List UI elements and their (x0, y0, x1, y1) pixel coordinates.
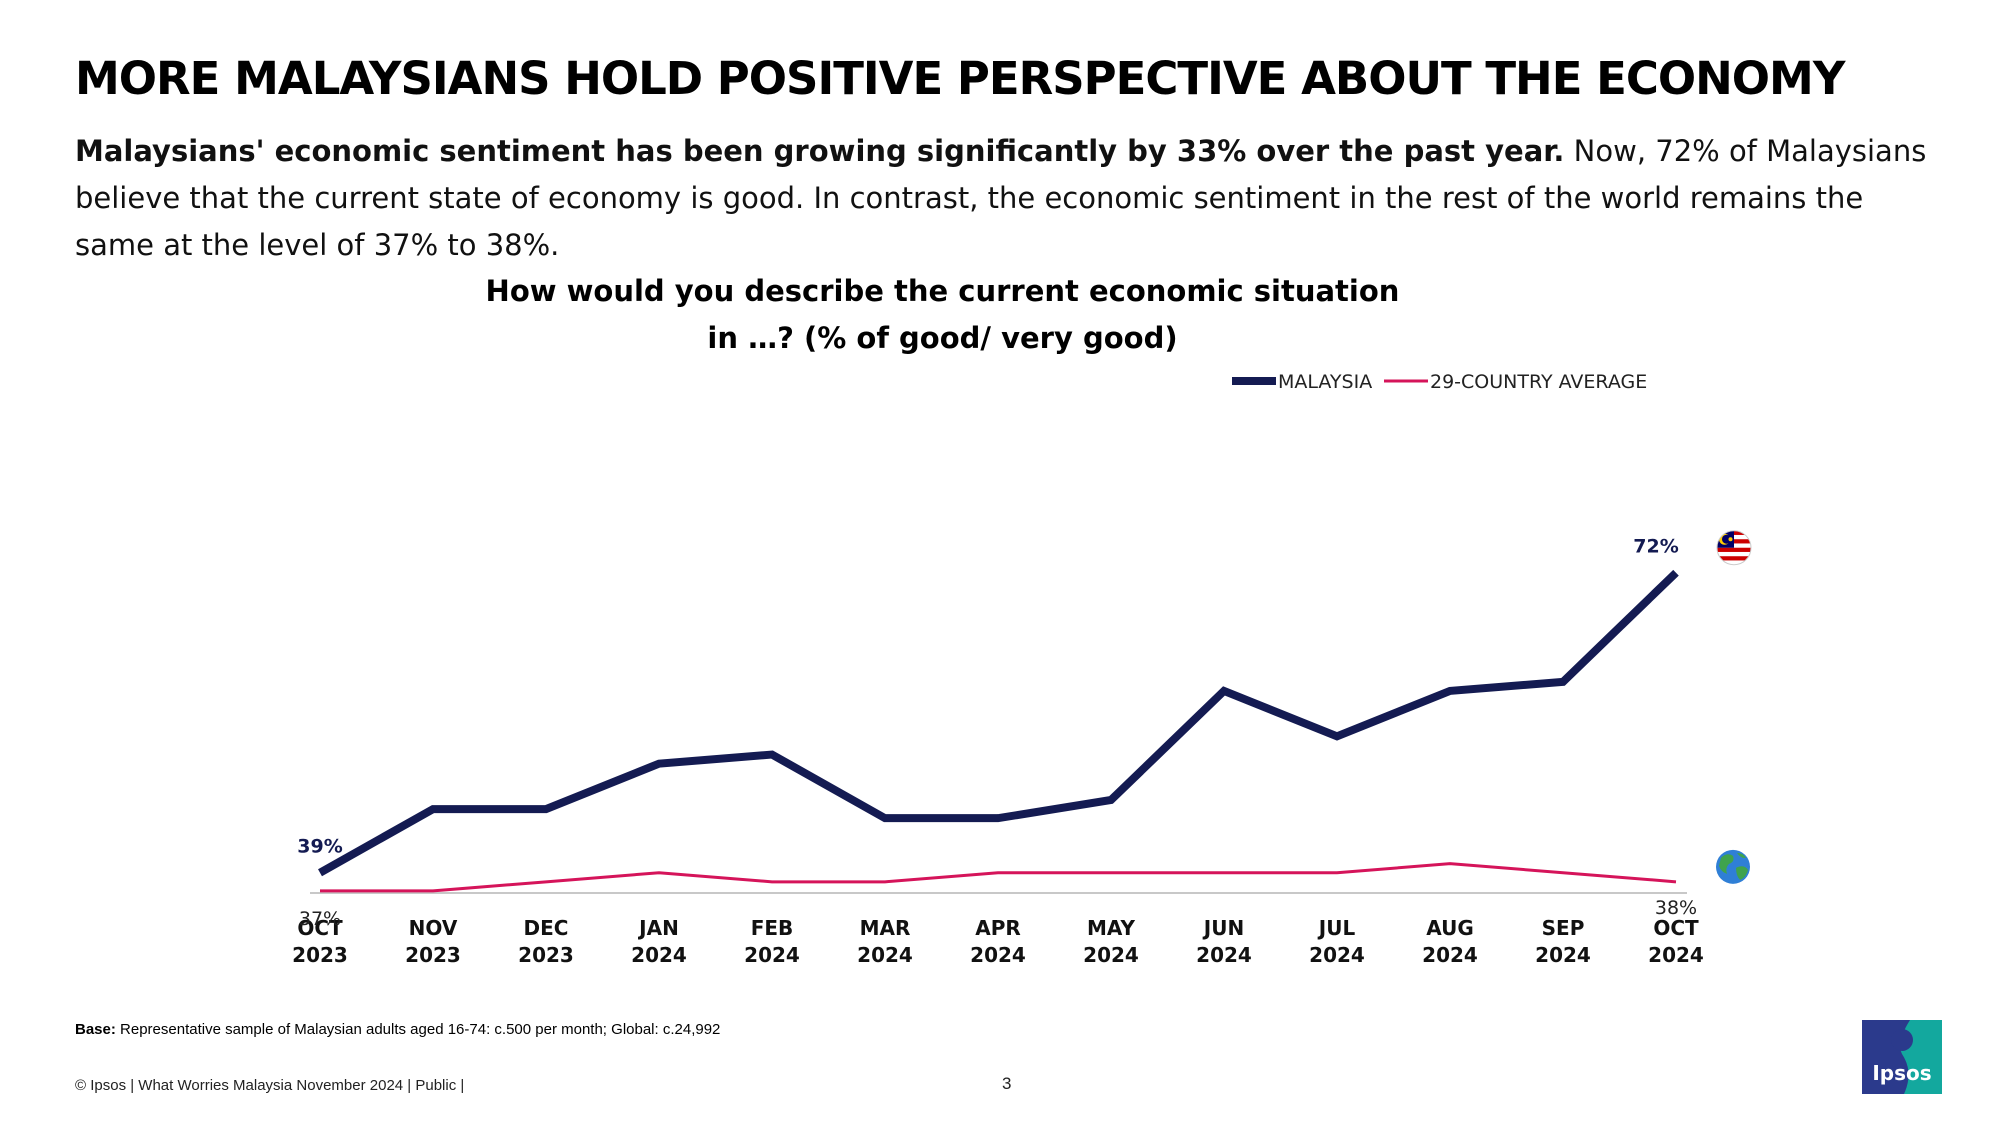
series-line-malaysia (318, 569, 1679, 877)
x-tick-label: JUN 2024 (1196, 916, 1252, 967)
logo-text: Ipsos (1872, 1061, 1931, 1085)
x-tick-label: AUG 2024 (1422, 916, 1478, 967)
x-tick-label: DEC 2023 (518, 916, 574, 967)
x-tick-label: JUL 2024 (1309, 916, 1365, 967)
x-tick-label: OCT 2023 (292, 916, 348, 967)
intro-paragraph: Malaysians' economic sentiment has been … (75, 128, 1935, 269)
legend-item: 29-COUNTRY AVERAGE (1384, 371, 1647, 393)
x-tick-label: OCT 2024 (1648, 916, 1704, 967)
legend-label: 29-COUNTRY AVERAGE (1430, 371, 1647, 393)
x-tick-label: MAR 2024 (857, 916, 913, 967)
x-tick-label: MAY 2024 (1083, 916, 1139, 967)
data-label: 37% (299, 908, 341, 930)
x-axis-ticks: OCT 2023 NOV 2023 DEC 2023 JAN 2024 FEB 2024 MAR 20… (292, 916, 1704, 967)
page-number: 3 (1002, 1074, 1012, 1093)
ipsos-logo: Ipsos (1862, 1020, 1942, 1094)
intro-bold-text: Malaysians' economic sentiment has been … (75, 134, 1565, 168)
x-tick-label: FEB 2024 (744, 916, 800, 967)
data-label: 72% (1633, 536, 1678, 558)
chart-legend: MALAYSIA 29-COUNTRY AVERAGE (1232, 371, 1647, 393)
data-labels: 39% 72% 37% 38% (297, 536, 1697, 930)
x-tick-label: SEP 2024 (1535, 916, 1591, 967)
x-tick-label: APR 2024 (970, 916, 1026, 967)
chart-title-line-2: in …? (% of good/ very good) (707, 321, 1178, 355)
data-label: 39% (297, 836, 342, 858)
x-tick-label: NOV 2023 (405, 916, 461, 967)
slide-title: MORE MALAYSIANS HOLD POSITIVE PERSPECTIV… (75, 52, 1845, 105)
footer-text: © Ipsos | What Worries Malaysia November… (75, 1077, 465, 1094)
base-label: Base: (75, 1021, 116, 1038)
globe-icon (1716, 849, 1750, 884)
intro-text: Now, 72% of Malaysians believe that the … (75, 134, 1927, 262)
data-label: 38% (1655, 897, 1697, 919)
chart-title: How would you describe the current econo… (450, 268, 1435, 362)
x-tick-label: JAN 2024 (631, 916, 687, 967)
series-icons (1716, 530, 1752, 884)
legend-label: MALAYSIA (1278, 371, 1372, 393)
chart-title-line-1: How would you describe the current econo… (485, 274, 1400, 308)
base-note: Base: Representative sample of Malaysian… (75, 1021, 720, 1038)
series-layer (318, 569, 1679, 893)
series-line-29-country-average (320, 862, 1677, 893)
base-text: Representative sample of Malaysian adult… (115, 1021, 721, 1038)
legend-item: MALAYSIA (1232, 371, 1372, 393)
line-chart: MALAYSIA 29-COUNTRY AVERAGE OCT 2023 NOV 202… (292, 371, 1752, 967)
malaysia-flag-icon (1716, 530, 1752, 566)
